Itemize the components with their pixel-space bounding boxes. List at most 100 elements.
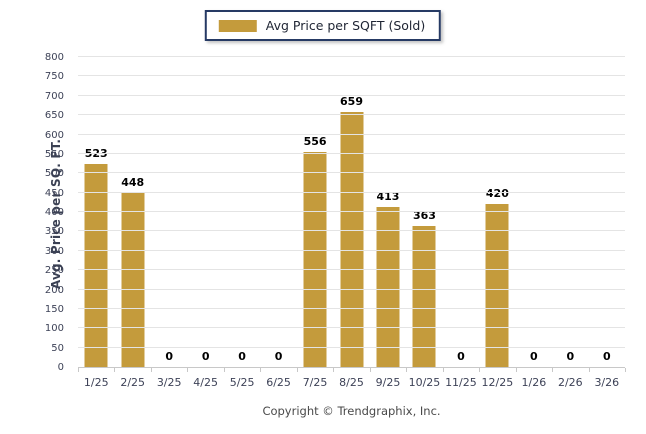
y-tick-label: 100: [44, 323, 64, 335]
bar-value-label: 0: [201, 350, 210, 363]
x-axis-label: 12/25: [481, 376, 514, 389]
plot-area: 523 448 0 0 0 0 556 659 413 363 0 420 0 0 0: [78, 56, 625, 368]
bar-slot: 413: [370, 58, 406, 367]
x-axis-label: 3/26: [594, 376, 620, 389]
x-tick: [515, 368, 517, 372]
x-axis-label: 11/25: [445, 376, 477, 389]
y-tick-label: 500: [44, 168, 64, 180]
y-tick-label: 800: [44, 52, 64, 63]
bar-value-label: 363: [412, 209, 436, 223]
x-tick: [552, 368, 554, 372]
x-axis-label: 1/25: [83, 376, 109, 389]
bar-value-label: 0: [566, 350, 575, 363]
gridline: [78, 327, 625, 329]
chart-legend: Avg Price per SQFT (Sold): [204, 10, 442, 41]
bar[interactable]: [121, 193, 145, 367]
legend-label: Avg Price per SQFT (Sold): [265, 18, 426, 33]
gridline: [78, 269, 625, 271]
y-axis: 0 50 100 150 200 250 300 350 400 450 500 550 600 650 7…: [0, 53, 70, 373]
x-tick: [625, 368, 626, 372]
x-axis-label: 2/26: [557, 376, 583, 389]
y-tick-label: 700: [44, 90, 64, 102]
bar-value-label: 0: [274, 350, 283, 363]
y-tick-label: 200: [44, 284, 64, 296]
x-tick: [150, 368, 152, 372]
gridline: [78, 307, 625, 309]
gridline: [78, 152, 625, 154]
x-axis-label: 1/26: [521, 376, 547, 389]
bar-slot: 363: [406, 58, 442, 367]
x-tick: [296, 368, 298, 372]
x-tick: [260, 368, 262, 372]
x-tick: [187, 368, 189, 372]
x-tick: [333, 368, 335, 372]
x-tick: [369, 368, 371, 372]
bar[interactable]: [376, 206, 400, 367]
x-tick: [78, 368, 79, 372]
gridline: [78, 346, 625, 348]
bar[interactable]: [412, 226, 436, 367]
x-tick: [406, 368, 408, 372]
bar-slot: 420: [479, 58, 515, 367]
gridline: [78, 56, 625, 57]
bar-slot: 0: [151, 58, 187, 367]
bar[interactable]: [485, 204, 509, 367]
x-axis-label: 4/25: [193, 376, 218, 389]
bar-slot: 0: [552, 58, 588, 367]
y-tick-label: 0: [57, 362, 64, 373]
bar-value-label: 556: [303, 134, 327, 148]
x-axis-ticks: [78, 368, 626, 373]
y-tick-label: 150: [44, 303, 64, 315]
x-axis-label: 10/25: [408, 376, 441, 389]
bar-value-label: 0: [602, 350, 611, 363]
bar-slot: 0: [443, 58, 479, 367]
y-tick-label: 400: [44, 207, 64, 218]
bar[interactable]: [340, 111, 364, 367]
bar-slot: 0: [589, 58, 625, 367]
x-tick: [442, 368, 444, 372]
x-axis-label: 7/25: [302, 376, 328, 389]
gridline: [78, 94, 625, 96]
gridline: [78, 249, 625, 251]
x-tick: [588, 368, 590, 372]
y-tick-label: 650: [44, 110, 64, 122]
gridline: [78, 133, 625, 135]
bar-value-label: 0: [165, 350, 173, 363]
legend-swatch: [218, 19, 257, 32]
y-tick-label: 350: [44, 226, 64, 238]
x-axis-label: 9/25: [375, 376, 401, 389]
y-tick-label: 250: [44, 265, 64, 277]
gridline: [78, 211, 625, 212]
bar-slot: 0: [516, 58, 552, 367]
bar-slot: 556: [297, 58, 333, 367]
bar[interactable]: [84, 164, 108, 367]
gridline: [78, 75, 625, 77]
x-tick: [479, 368, 481, 372]
x-axis: 1/25 2/25 3/25 4/25 5/25 6/25 7/25 8/25 9/25 10/2…: [78, 376, 625, 389]
bar-slot: 523: [78, 58, 114, 367]
bar-slot: 0: [224, 58, 260, 367]
bar-slot: 0: [260, 58, 296, 367]
bar-value-label: 0: [530, 350, 538, 363]
bar-value-label: 659: [340, 94, 363, 108]
x-tick: [114, 368, 116, 372]
bar-slot: 0: [187, 58, 223, 367]
y-tick-label: 550: [44, 148, 64, 160]
bar-value-label: 0: [457, 350, 465, 363]
x-tick: [223, 368, 225, 372]
x-axis-label: 5/25: [229, 376, 255, 389]
bar-value-label: 0: [238, 350, 246, 363]
gridline: [78, 230, 625, 232]
y-tick-label: 750: [44, 71, 64, 83]
bar[interactable]: [303, 151, 327, 367]
gridline: [78, 288, 625, 290]
gridline: [78, 114, 625, 116]
gridline: [78, 172, 625, 174]
bar-value-label: 448: [121, 176, 145, 190]
y-tick-label: 450: [44, 187, 64, 199]
gridline: [78, 191, 625, 193]
bar-value-label: 413: [376, 189, 400, 203]
y-tick-label: 50: [51, 342, 64, 354]
x-axis-label: 3/25: [156, 376, 182, 389]
